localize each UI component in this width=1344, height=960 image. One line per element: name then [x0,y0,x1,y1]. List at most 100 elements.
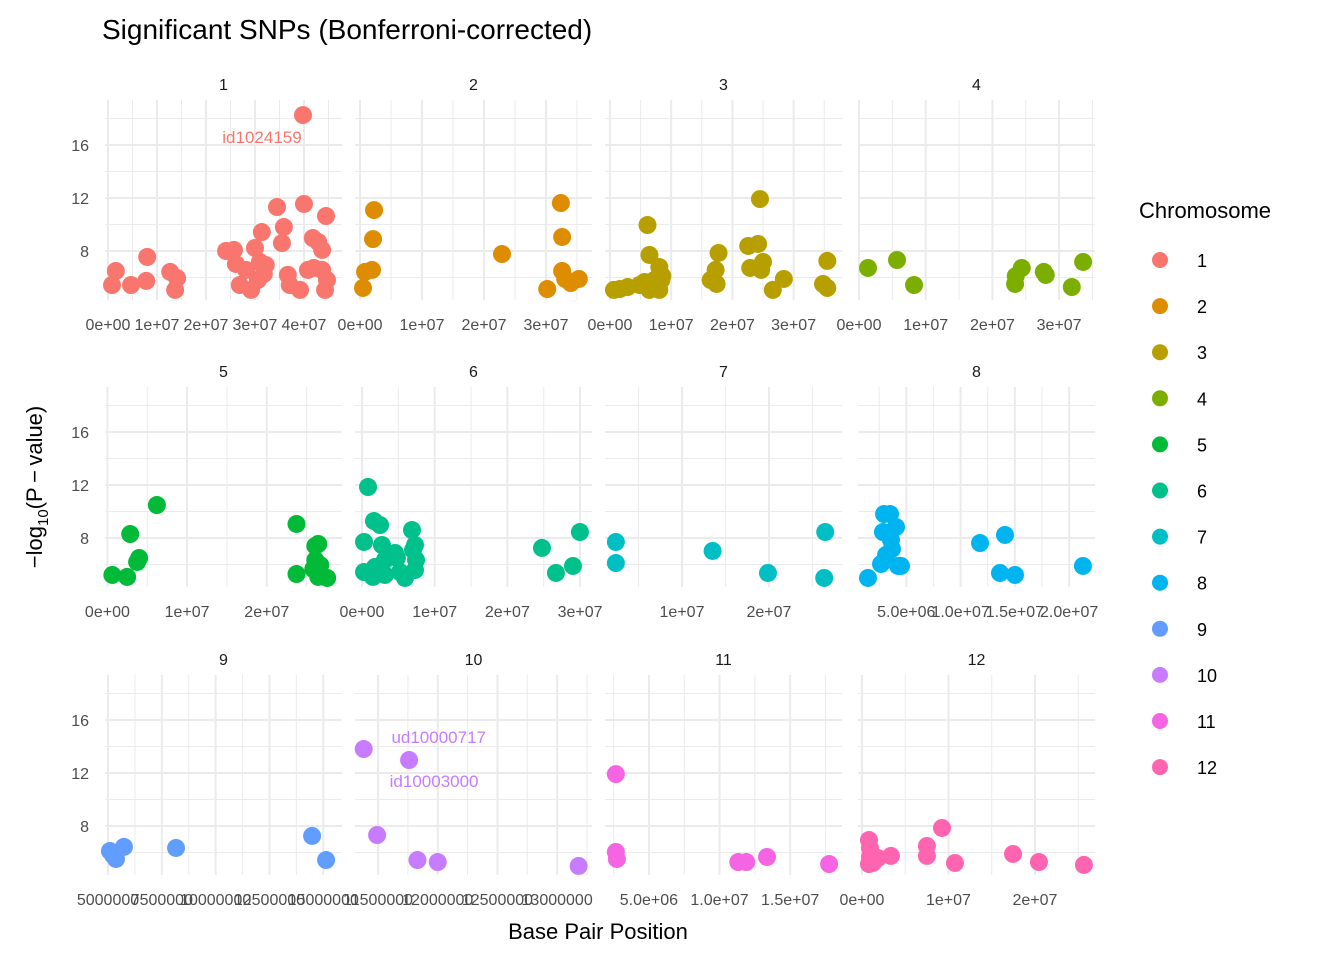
legend-key [1152,759,1168,776]
data-point [606,554,625,573]
data-point [546,563,565,582]
x-tick-label: 1e+07 [926,892,971,909]
data-point [318,271,337,289]
gridlines [605,675,842,875]
data-point [709,243,728,262]
data-point [400,751,419,770]
data-point [245,238,264,257]
facet-strip-label: 12 [968,652,986,669]
data-point [563,556,582,575]
data-point [364,230,383,249]
data-point [703,541,722,560]
data-point [168,269,187,288]
data-point [167,838,186,857]
data-point [118,567,137,586]
y-tick-label: 16 [71,425,89,442]
data-point [650,280,669,299]
x-tick-label: 5000000 [77,892,139,909]
data-point [750,190,769,209]
data-point [774,269,793,288]
snp-annotation-label: ud10000717 [391,728,486,747]
y-tick-label: 12 [71,766,89,783]
gridlines [105,675,342,875]
data-point [375,565,394,584]
data-point [932,818,951,837]
x-tick-label: 3e+07 [233,317,278,334]
data-point [355,532,374,551]
x-tick-label: 15000000 [288,892,359,909]
data-point [318,568,337,587]
points [858,505,1092,587]
facet-panel-2: 2 0e+00 1e+07 2e+07 3e+07 [338,77,592,334]
data-point [317,207,336,226]
facet-panel-3: 3 0e+00 1e+07 2e+07 3e+07 [587,77,842,334]
x-tick-label: 2e+07 [244,604,289,621]
legend-label: 2 [1197,297,1207,317]
legend-key [1152,390,1168,407]
facet-strip-label: 10 [465,652,483,669]
data-point [114,837,133,856]
gridlines [858,100,1095,300]
data-point [274,218,293,237]
legend-item-8: 8 [1152,574,1207,594]
y-axis-title-prefix: −log [22,526,47,568]
legend-key [1152,574,1168,591]
facet-panel-5: 5 0e+00 1e+07 2e+07 8 12 16 [71,364,342,621]
x-tick-label: 1e+07 [412,604,457,621]
data-point [368,826,387,844]
legend-label: 4 [1197,389,1207,409]
legend-item-11: 11 [1152,712,1216,732]
data-point [971,534,990,553]
data-point [881,846,900,865]
y-axis-title: −log10(P − value) [22,406,52,568]
data-point [917,846,936,865]
x-tick-label: 5.0e+06 [620,892,678,909]
legend-item-4: 4 [1152,389,1207,409]
data-point [818,251,837,270]
data-point [569,856,588,875]
x-tick-label: 12000000 [402,892,473,909]
facet-panel-6: 6 0e+00 1e+07 2e+07 3e+07 [340,364,603,621]
data-point [606,532,625,551]
data-point [995,525,1014,544]
x-tick-label: 2e+07 [710,317,755,334]
points [100,826,336,870]
legend-label: 3 [1197,343,1207,363]
data-point [294,194,313,213]
legend-item-6: 6 [1152,482,1207,502]
legend-key [1152,298,1168,315]
data-point [121,525,140,544]
data-point [303,826,322,845]
x-tick-label: 1e+07 [135,317,180,334]
points [604,190,837,299]
data-point [569,269,588,288]
legend-key [1152,528,1168,545]
data-point [406,550,425,569]
y-axis-title-subscript: 10 [35,509,52,526]
legend-key [1152,666,1168,683]
data-point [737,853,756,872]
facet-strip-label: 7 [719,364,728,381]
data-point [638,216,657,235]
facet-strip-label: 4 [972,77,981,94]
facet-strip-label: 1 [219,77,228,94]
data-point [106,261,125,280]
data-point [103,276,122,295]
data-point [287,514,306,533]
data-point [371,516,390,535]
x-tick-label: 1.5e+07 [761,892,819,909]
points [353,194,588,299]
legend-title: Chromosome [1139,198,1271,223]
data-point [147,496,166,515]
x-tick-label: 0e+00 [837,317,882,334]
x-tick-label: 12500000 [234,892,305,909]
x-tick-label: 0e+00 [338,317,383,334]
legend-item-1: 1 [1152,251,1207,271]
data-point [353,278,372,297]
x-tick-label: 0e+00 [340,604,385,621]
points [606,765,839,874]
x-tick-label: 3e+07 [771,317,816,334]
